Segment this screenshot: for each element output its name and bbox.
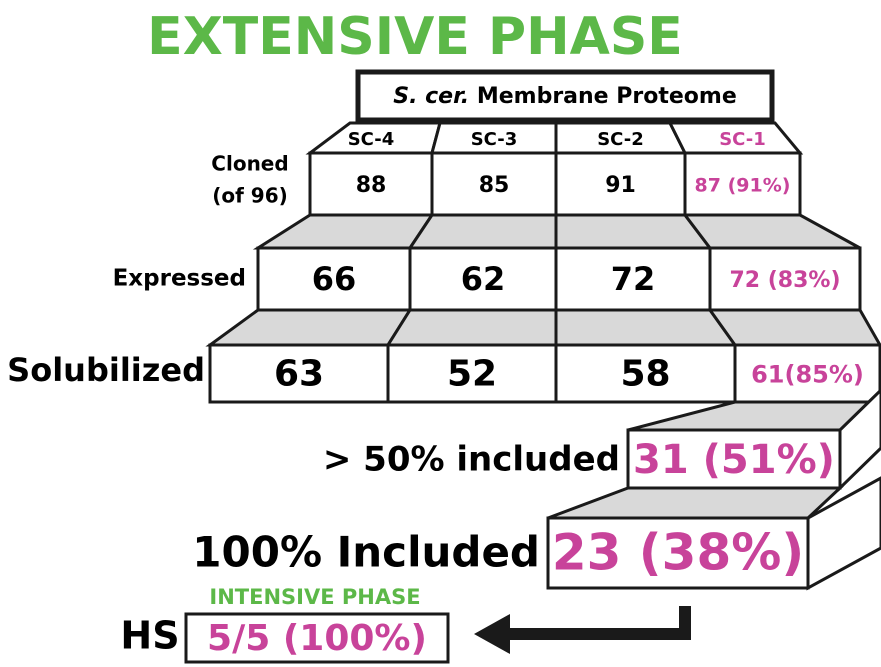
cell-value: 72 (83%): [729, 268, 840, 293]
step-label: 100% Included: [192, 528, 540, 577]
row-label: Expressed: [113, 266, 246, 292]
intensive-title: INTENSIVE PHASE: [209, 585, 420, 609]
step-face: [707, 308, 881, 347]
cell: [554, 343, 737, 404]
hs-box: [184, 612, 450, 664]
cell: [554, 151, 687, 217]
step-face: [205, 308, 413, 347]
step-face: [681, 213, 861, 250]
cell: [308, 151, 434, 217]
step-face: [547, 486, 844, 520]
step-face: [385, 308, 558, 347]
cell-value: 72: [611, 260, 656, 298]
step-box: [546, 516, 810, 590]
arrow-head: [474, 614, 510, 654]
cell-value: 61(85%): [751, 361, 864, 389]
column-label: SC-2: [597, 129, 644, 150]
hs-value: 5/5 (100%): [207, 618, 427, 659]
step-value: 23 (38%): [552, 524, 804, 582]
cell-value: 62: [461, 260, 506, 298]
cell-value: 91: [605, 173, 636, 198]
step-box: [626, 428, 842, 490]
cell-value: 52: [447, 354, 497, 395]
cell-value: 87 (91%): [695, 175, 791, 197]
step-face: [554, 308, 738, 347]
cell-value: 88: [356, 173, 387, 198]
step-value: 31 (51%): [633, 437, 835, 483]
header-italic: S. cer.: [393, 84, 469, 109]
cell-value: 63: [274, 354, 324, 395]
column-label: SC-1: [719, 129, 766, 150]
grid: SC-4 SC-3 SC-2 SC-1 88 85 91 87 (91%) Cloned (of …: [7, 121, 881, 591]
row-label: Cloned: [211, 152, 288, 176]
header-box: [355, 69, 775, 123]
cell: [256, 246, 412, 312]
header: S. cer. Membrane Proteome: [393, 84, 737, 109]
row-label: Solubilized: [7, 351, 205, 389]
hs-label: HS: [120, 614, 179, 658]
step-face: [407, 213, 558, 250]
cell-value: 58: [620, 354, 670, 395]
cell: [208, 343, 390, 404]
cell: [733, 343, 881, 404]
step-label: > 50% included: [323, 440, 620, 480]
header-text: Membrane Proteome: [477, 84, 737, 109]
step-face: [252, 213, 435, 250]
cell: [683, 151, 802, 217]
cell: [554, 246, 712, 312]
cell-value: 85: [479, 173, 510, 198]
title: EXTENSIVE PHASE: [147, 7, 683, 67]
column-label: SC-3: [471, 129, 518, 150]
column-label: SC-4: [348, 129, 395, 150]
cell-value: 66: [312, 260, 357, 298]
row-label: (of 96): [212, 184, 288, 208]
